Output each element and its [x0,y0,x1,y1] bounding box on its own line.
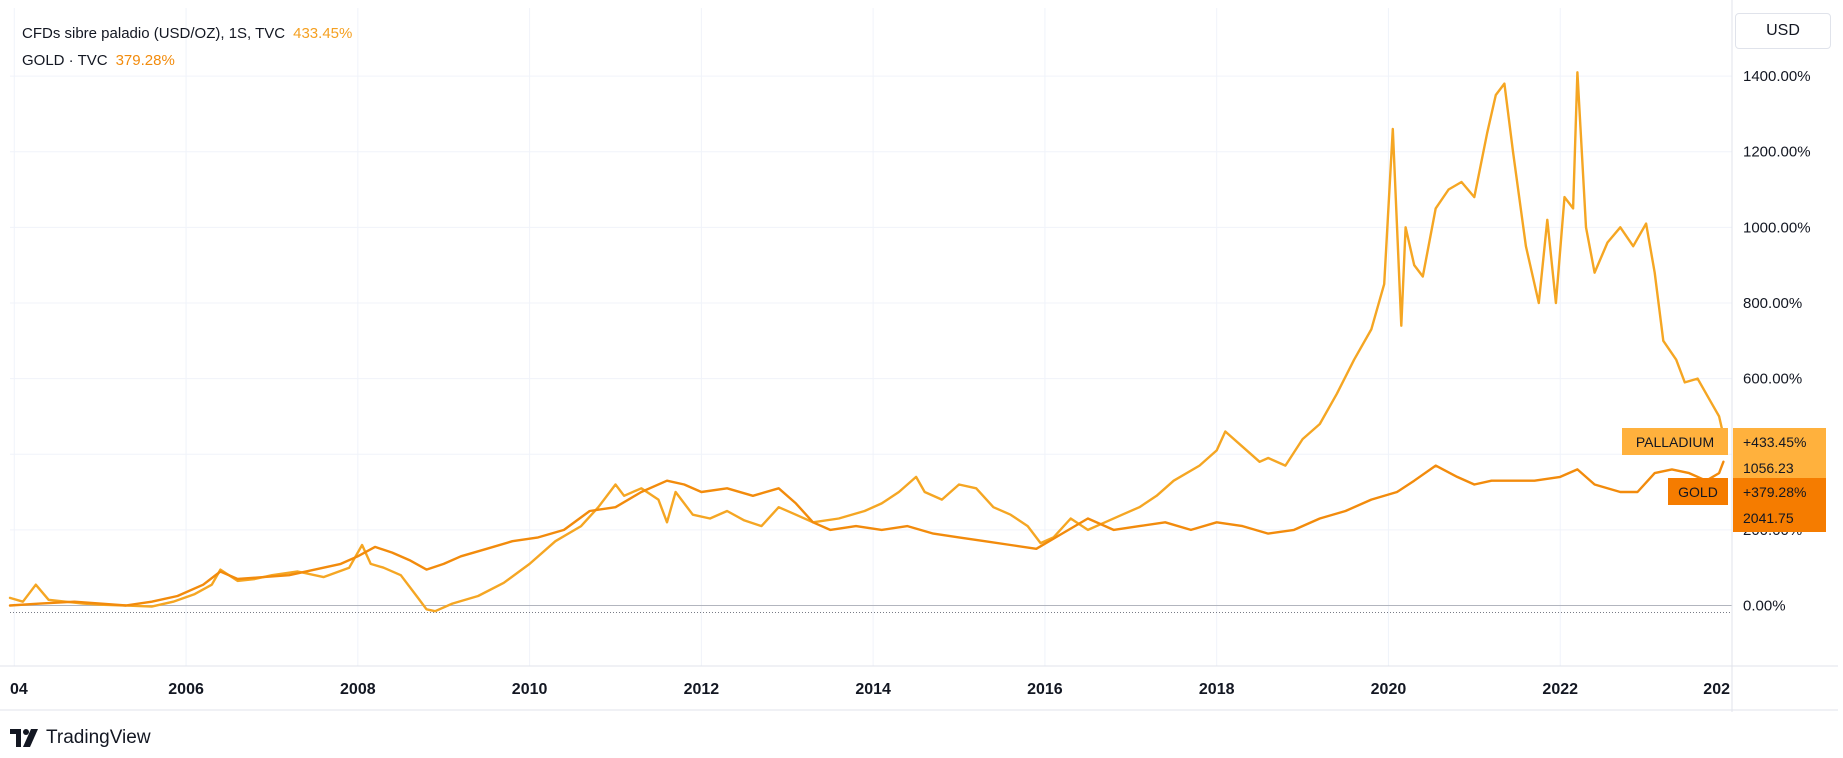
palladium-value-tag [1733,428,1826,482]
y-tick-label: 0.00% [1743,597,1786,614]
x-tick-label: 2010 [512,681,548,698]
gold-price-text: 2041.75 [1743,510,1794,526]
price-tags: PALLADIUM +433.45% 1056.23 GOLD +379.28% 2041… [1622,428,1826,532]
series-line-palladium [8,71,1725,613]
x-tick-label: 2018 [1199,681,1235,698]
legend-palladium-value: 433.45% [293,25,353,42]
gold-change-text: +379.28% [1743,484,1806,500]
x-tick-label: 2020 [1371,681,1407,698]
y-tick-label: 1200.00% [1743,144,1811,161]
x-tick-label: 04 [10,681,28,698]
palladium-name-text: PALLADIUM [1636,434,1714,450]
x-tick-label: 2006 [168,681,204,698]
tradingview-logo-icon [10,729,38,747]
gold-name-text: GOLD [1678,484,1718,500]
legend-row-gold[interactable]: GOLD · TVC 379.28% [22,47,352,74]
chart-area[interactable]: 0.00%200.00%400.00%600.00%800.00%1000.00… [0,0,1843,712]
gold-value-tag [1733,478,1826,532]
legend-gold-value: 379.28% [115,52,175,69]
palladium-name-tag [1622,428,1728,455]
series-lines [8,71,1725,613]
x-tick-label: 2014 [855,681,891,698]
legend-palladium-title: CFDs sibre paladio (USD/OZ), 1S, TVC [22,25,286,42]
x-tick-label: 2008 [340,681,376,698]
tradingview-logo[interactable]: TradingView [10,727,151,749]
currency-button[interactable]: USD [1735,13,1831,49]
gold-name-tag [1668,478,1728,505]
y-tick-label: 1000.00% [1743,219,1811,236]
palladium-price-text: 1056.23 [1743,460,1794,476]
x-tick-label: 2016 [1027,681,1063,698]
chart-legend: CFDs sibre paladio (USD/OZ), 1S, TVC 433.… [22,20,352,74]
series-line-gold [8,460,1725,607]
x-tick-label: 2022 [1542,681,1578,698]
x-tick-label: 2012 [684,681,720,698]
legend-row-palladium[interactable]: CFDs sibre paladio (USD/OZ), 1S, TVC 433.… [22,20,352,47]
legend-gold-title: GOLD · TVC [22,52,108,69]
y-tick-label: 600.00% [1743,371,1802,388]
x-tick-label: 202 [1703,681,1730,698]
grid [10,8,1733,666]
y-tick-label: 1400.00% [1743,68,1811,85]
y-tick-label: 800.00% [1743,295,1802,312]
line-chart[interactable]: 0.00%200.00%400.00%600.00%800.00%1000.00… [0,0,1843,712]
brand-name: TradingView [46,727,151,748]
palladium-change-text: +433.45% [1743,434,1806,450]
